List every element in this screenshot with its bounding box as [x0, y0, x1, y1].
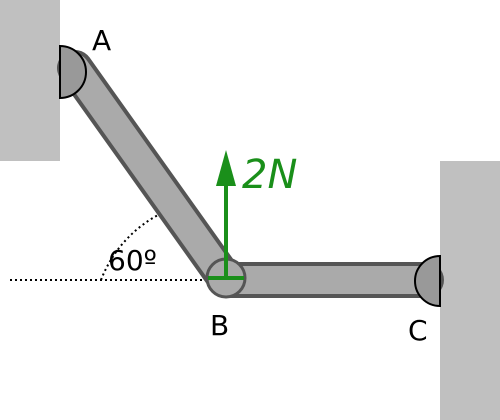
- right-wall: [440, 161, 500, 420]
- left-wall: [0, 0, 60, 161]
- label-c: C: [408, 314, 428, 347]
- force-label: 2N: [242, 152, 297, 198]
- label-a: A: [92, 24, 111, 57]
- force-arrow-head: [216, 150, 236, 186]
- hinge-a: [59, 44, 87, 100]
- label-b: B: [210, 309, 229, 342]
- hinge-c: [414, 254, 441, 308]
- beam-ab: [61, 54, 240, 294]
- angle-label: 60º: [108, 244, 157, 277]
